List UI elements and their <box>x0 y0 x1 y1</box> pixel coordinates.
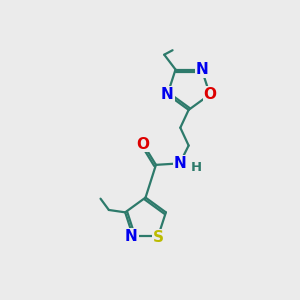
Text: O: O <box>203 87 216 102</box>
Text: H: H <box>190 161 202 174</box>
Text: N: N <box>161 87 174 102</box>
Text: S: S <box>153 230 164 245</box>
Text: N: N <box>173 156 186 171</box>
Text: N: N <box>125 229 138 244</box>
Text: N: N <box>195 62 208 77</box>
Text: O: O <box>137 136 150 152</box>
